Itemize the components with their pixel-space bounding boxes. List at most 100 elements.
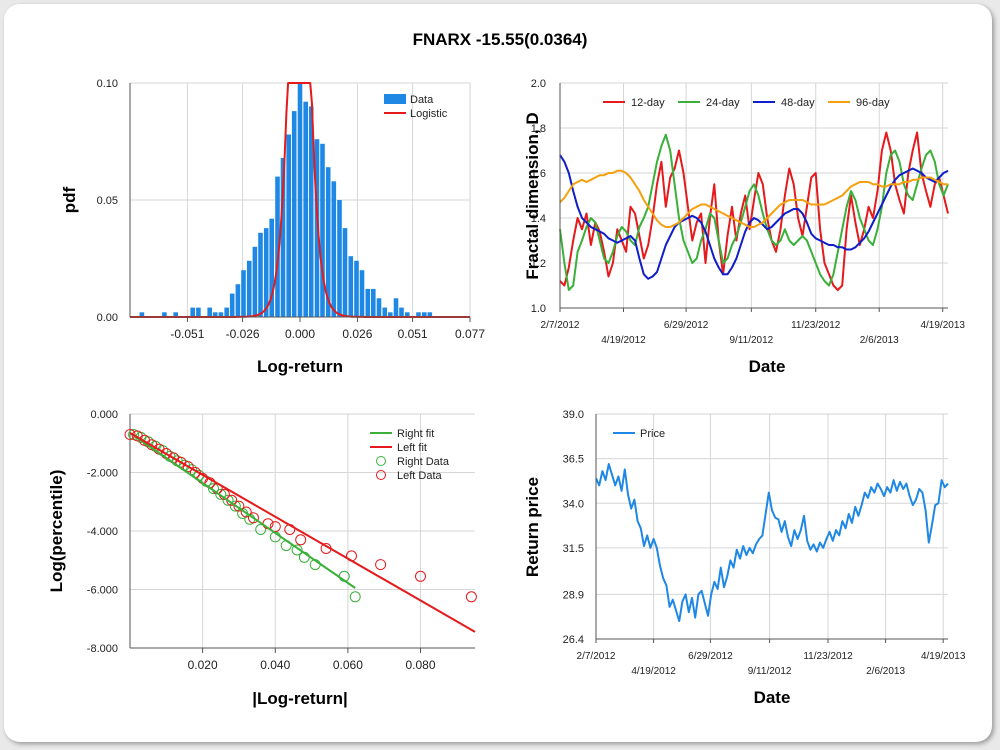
fractal-y-tick-label: 1.8 [531, 123, 546, 135]
hist-bar [382, 307, 388, 317]
price-x-tick-label: 4/19/2013 [921, 651, 966, 662]
tails-left-data-point [465, 591, 477, 603]
tails-left-data-point [269, 521, 281, 533]
hist-bar [371, 288, 376, 317]
hist-bar [399, 307, 404, 317]
tails-legend-label-right-data: Right Data [397, 456, 450, 468]
hist-bar [325, 167, 331, 317]
tails-left-data-point [182, 461, 194, 473]
hist-x-axis-label: Log-return [257, 357, 343, 376]
tails-y-tick-label: -6.000 [87, 585, 118, 597]
tails-legend-swatch-right-data [376, 456, 386, 466]
fractal-y-tick-label: 1.2 [531, 258, 546, 270]
hist-y-tick-label: 0.05 [97, 195, 118, 207]
fractal-series-line-12-day [559, 131, 949, 291]
hist-bar [207, 307, 212, 317]
hist-bar [258, 232, 263, 317]
hist-bar [280, 157, 286, 317]
price-y-tick-label: 39.0 [563, 409, 584, 421]
hist-bar [337, 200, 342, 317]
tails-left-data-point [233, 500, 245, 512]
hist-bar [416, 312, 421, 317]
fractal-series-line-48-day [559, 154, 949, 280]
hist-bar [139, 312, 145, 317]
tails-legend-label-left-fit: Left fit [397, 442, 427, 454]
hist-bar [275, 176, 280, 317]
price-x-axis-label: Date [754, 688, 791, 707]
fractal-x-tick-label: 9/11/2012 [729, 335, 773, 346]
price-y-tick-label: 34.0 [563, 498, 584, 510]
tails-legend-label-left-data: Left Data [397, 470, 443, 482]
fractal-x-tick-label: 6/29/2012 [664, 320, 709, 331]
hist-bar [320, 143, 325, 317]
hist-bar [427, 312, 433, 317]
hist-bar [331, 181, 337, 317]
hist-bar [405, 312, 410, 317]
price-x-tick-label: 6/29/2012 [688, 651, 733, 662]
hist-x-tick-label: -0.026 [226, 327, 260, 341]
tails-legend-swatch-left-data [376, 470, 386, 480]
hist-y-tick-label: 0.00 [97, 312, 118, 324]
price-y-tick-label: 36.5 [563, 454, 584, 466]
fractal-y-tick-label: 1.4 [531, 213, 546, 225]
price-x-tick-label: 2/7/2012 [577, 651, 616, 662]
tails-left-data-point [375, 559, 387, 571]
fractal-y-axis-label: Fractal dimension, D [523, 112, 542, 279]
hist-bar [235, 284, 241, 317]
fractal-x-tick-label: 4/19/2012 [601, 335, 646, 346]
tails-x-tick-label: 0.040 [260, 658, 290, 672]
price-y-tick-label: 28.9 [563, 589, 584, 601]
hist-bar [246, 260, 252, 317]
price-plot-area [596, 414, 948, 639]
hist-legend-data-swatch [384, 94, 406, 104]
fractal-legend-label-24-day: 24-day [706, 97, 740, 109]
price-x-tick-label: 4/19/2012 [631, 666, 676, 677]
hist-bar [196, 307, 201, 317]
tails-legend-label-right-fit: Right fit [397, 428, 434, 440]
price-x-tick-label: 9/11/2012 [748, 666, 792, 677]
tails-y-axis-label: Log(percentile) [47, 470, 66, 593]
hist-bar [422, 312, 427, 317]
hist-bar [354, 260, 359, 317]
hist-bar [269, 218, 274, 317]
tails-y-tick-label: -2.000 [87, 468, 118, 480]
hist-x-tick-label: 0.026 [342, 327, 372, 341]
fractal-y-tick-label: 1.6 [531, 168, 546, 180]
hist-bar [388, 312, 393, 317]
hist-bar [291, 111, 297, 317]
hist-x-tick-label: 0.077 [455, 327, 485, 341]
fractal-x-tick-label: 11/23/2012 [791, 320, 841, 331]
fractal-legend-label-12-day: 12-day [631, 97, 665, 109]
fractal-x-tick-label: 2/7/2012 [541, 320, 580, 331]
hist-bar [241, 270, 246, 317]
tails-left-data-point [295, 534, 307, 546]
hist-bar [162, 312, 167, 317]
hist-legend-data-label: Data [410, 94, 434, 106]
fractal-series-line-24-day [559, 133, 949, 291]
price-x-tick-label: 2/6/2013 [866, 666, 905, 677]
price-y-axis-label: Return price [523, 477, 542, 577]
hist-bar [297, 83, 303, 317]
price-y-tick-label: 26.4 [563, 634, 584, 646]
hist-bar [308, 106, 314, 318]
hist-bar [393, 298, 399, 317]
hist-bar [348, 256, 354, 317]
hist-bar [286, 134, 291, 317]
fractal-legend-label-48-day: 48-day [781, 97, 815, 109]
fractal-series-line-96-day [559, 169, 948, 228]
fractal-x-tick-label: 4/19/2013 [920, 320, 965, 331]
hist-y-axis-label: pdf [60, 186, 79, 213]
tails-y-tick-label: -4.000 [87, 526, 118, 538]
hist-bar [224, 307, 229, 317]
hist-bar [263, 228, 269, 317]
tails-left-fit-line [129, 432, 476, 633]
hist-bar [252, 246, 258, 317]
tails-x-tick-label: 0.060 [333, 658, 363, 672]
hist-bar [229, 293, 235, 317]
fractal-y-tick-label: 2.0 [531, 78, 546, 90]
hist-x-tick-label: 0.000 [285, 327, 315, 341]
fractal-legend-label-96-day: 96-day [856, 97, 890, 109]
tails-right-data-point [215, 488, 227, 500]
tails-right-data-point [229, 500, 241, 512]
